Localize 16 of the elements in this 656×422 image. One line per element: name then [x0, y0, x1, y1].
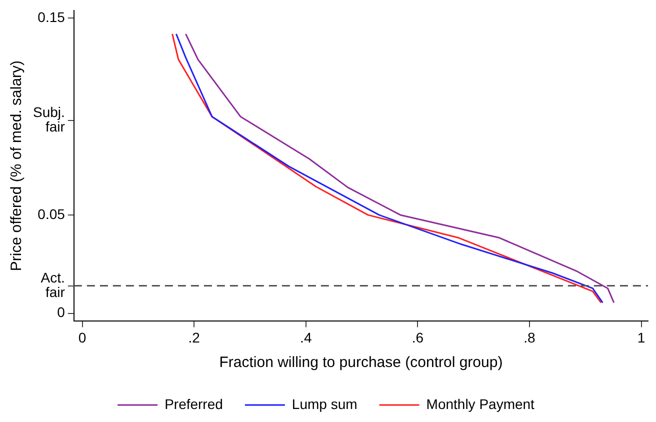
legend-label: Lump sum [292, 396, 358, 412]
x-tick-label: 0 [78, 329, 86, 346]
y-axis-title: Price offered (% of med. salary) [8, 60, 26, 272]
y-tick-label: 0.05 [38, 206, 66, 222]
x-tick-label: .4 [300, 329, 312, 346]
x-tick-label: .8 [524, 329, 536, 346]
legend-label: Monthly Payment [426, 396, 535, 412]
y-tick-label: 0.15 [38, 9, 66, 26]
y-tick-label: 0 [57, 304, 66, 320]
y-tick-label: Act. fair [40, 269, 66, 300]
x-tick-label: .6 [412, 329, 424, 346]
y-tick-label: Subj. fair [32, 104, 66, 135]
x-tick-label: 1 [637, 329, 646, 346]
legend-label: Preferred [164, 396, 223, 412]
x-axis-title: Fraction willing to purchase (control group) [219, 354, 503, 372]
x-tick-label: .2 [188, 329, 200, 346]
